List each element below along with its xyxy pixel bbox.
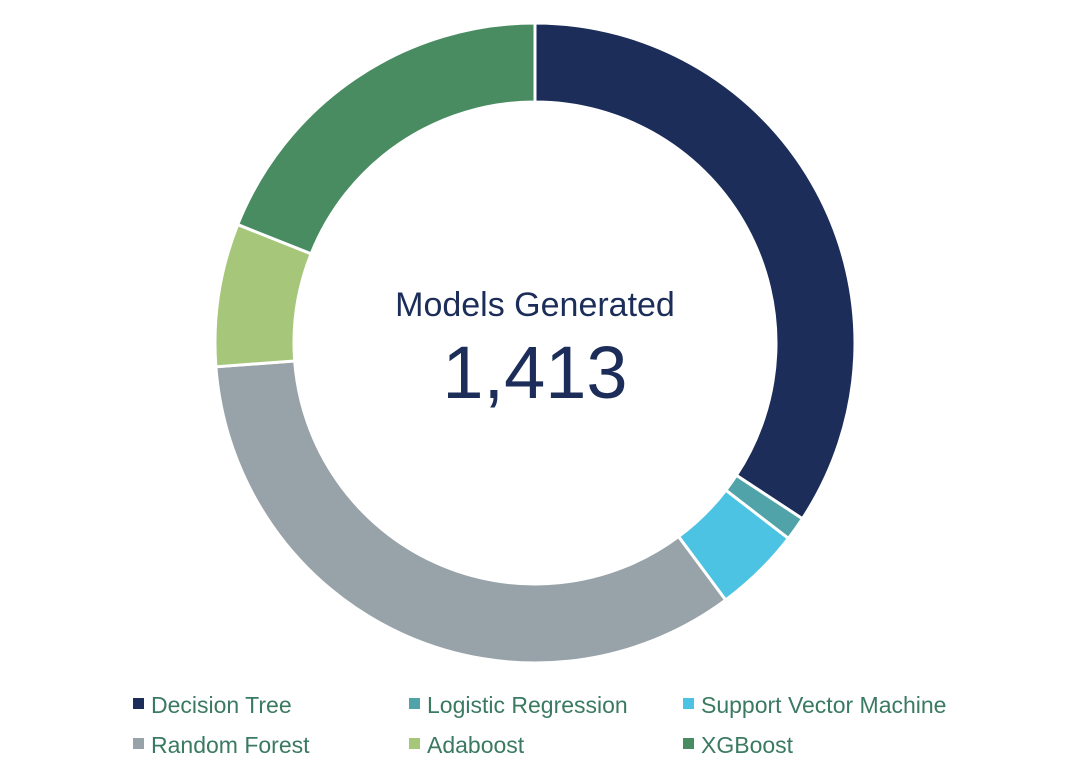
legend-item-decision-tree: Decision Tree — [133, 692, 292, 718]
legend-swatch-support-vector-machine — [683, 698, 694, 709]
legend-label-xgboost: XGBoost — [701, 732, 794, 758]
legend-swatch-logistic-regression — [409, 698, 420, 709]
slice-random-forest — [214, 359, 728, 665]
legend-label-support-vector-machine: Support Vector Machine — [701, 692, 946, 718]
legend: Decision Tree Logistic Regression Support … — [133, 692, 946, 758]
slice-decision-tree — [533, 21, 857, 521]
legend-label-decision-tree: Decision Tree — [151, 692, 292, 718]
legend-swatch-decision-tree — [133, 698, 144, 709]
legend-swatch-xgboost — [683, 738, 694, 749]
center-title: Models Generated — [395, 286, 675, 324]
legend-item-logistic-regression: Logistic Regression — [409, 692, 628, 718]
legend-label-logistic-regression: Logistic Regression — [427, 692, 628, 718]
legend-label-adaboost: Adaboost — [427, 732, 525, 758]
donut-slices — [213, 21, 857, 665]
legend-item-xgboost: XGBoost — [683, 732, 794, 758]
legend-item-adaboost: Adaboost — [409, 732, 525, 758]
center-value: 1,413 — [442, 331, 627, 414]
legend-swatch-adaboost — [409, 738, 420, 749]
legend-item-random-forest: Random Forest — [133, 732, 310, 758]
legend-swatch-random-forest — [133, 738, 144, 749]
legend-item-support-vector-machine: Support Vector Machine — [683, 692, 946, 718]
legend-label-random-forest: Random Forest — [151, 732, 310, 758]
slice-xgboost — [235, 21, 537, 256]
